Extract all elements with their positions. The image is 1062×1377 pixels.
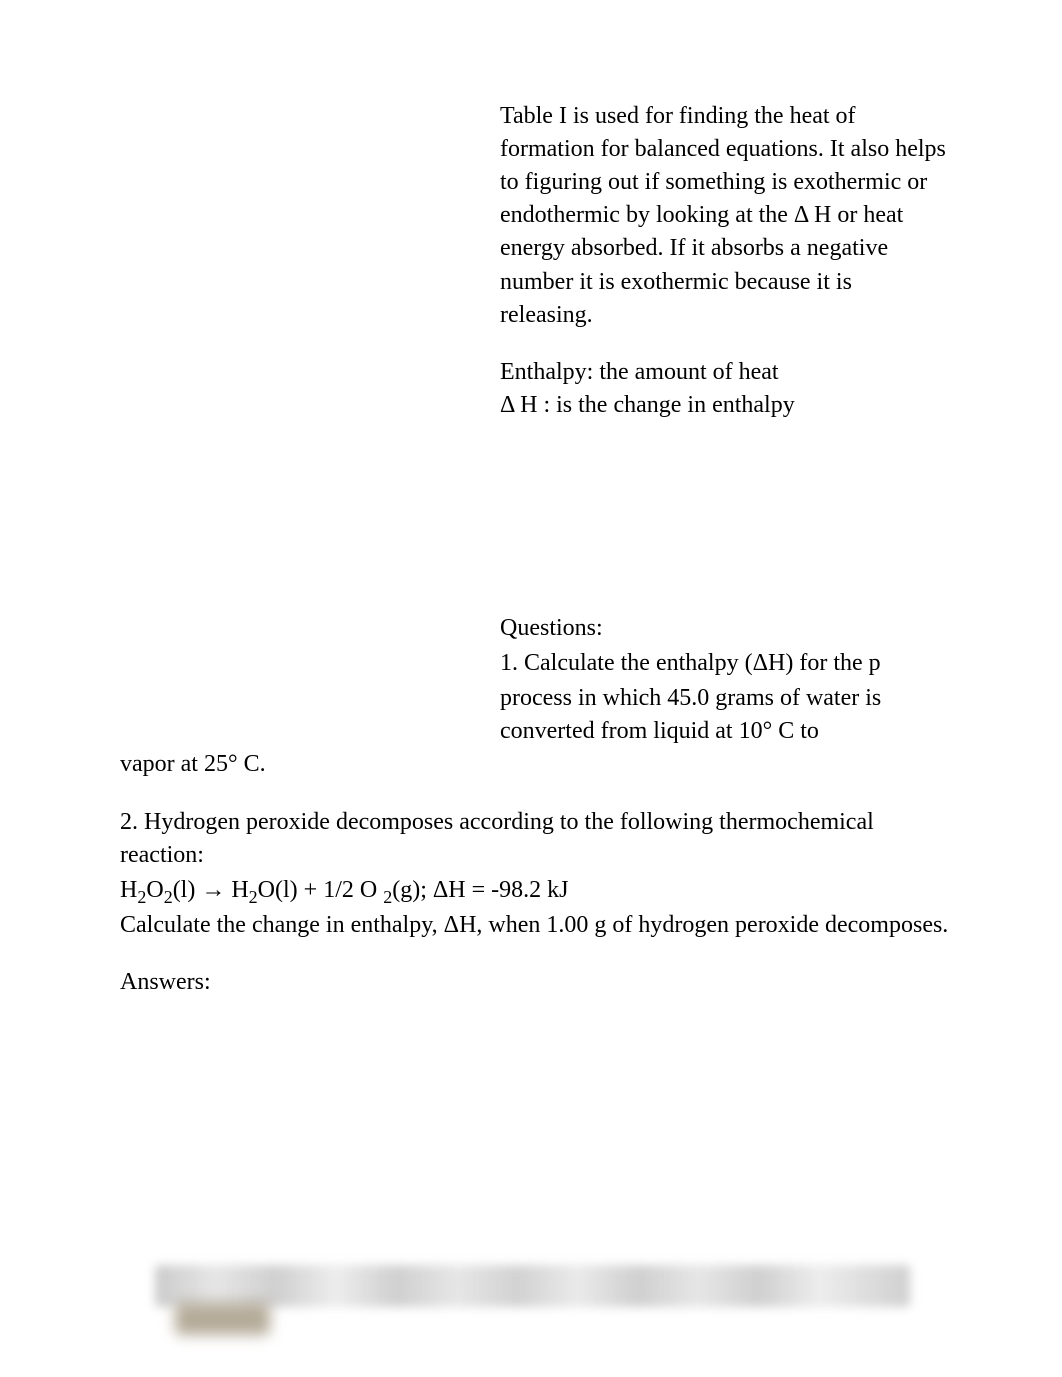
intro-block: Table I is used for finding the heat of …	[500, 100, 950, 422]
eq-o1: O	[146, 877, 163, 903]
eq-arrow-h: (l) → H	[173, 877, 249, 903]
question-1-part-c: vapor at 25° C.	[120, 748, 960, 781]
redacted-blur-bar	[155, 1265, 910, 1307]
delta-h-symbol: Δ	[500, 392, 514, 418]
question-1-part-b: process in which 45.0 grams of water is …	[500, 682, 950, 748]
question-1-part-a: 1. Calculate the enthalpy (ΔH) for the p	[500, 647, 950, 680]
eq-o2: O(l) + 1/2 O	[258, 877, 384, 903]
intro-paragraph-1: Table I is used for finding the heat of …	[500, 100, 950, 332]
redacted-blur-accent	[175, 1303, 270, 1335]
eq-sub-2c: 2	[249, 887, 258, 907]
questions-block-right: Questions: 1. Calculate the enthalpy (ΔH…	[500, 612, 950, 748]
question-2-part-c: Calculate the change in enthalpy, ΔH, wh…	[120, 909, 960, 942]
eq-h1: H	[120, 877, 137, 903]
intro-paragraph-2: Enthalpy: the amount of heat Δ H : is th…	[500, 356, 950, 422]
answers-heading: Answers:	[120, 966, 960, 999]
question-2-part-a: 2. Hydrogen peroxide decomposes accordin…	[120, 806, 960, 872]
questions-block-full: vapor at 25° C. 2. Hydrogen peroxide dec…	[120, 748, 960, 999]
eq-sub-2b: 2	[164, 887, 173, 907]
enthalpy-line-1: Enthalpy: the amount of heat	[500, 359, 779, 385]
eq-tail: (g); ΔH = -98.2 kJ	[392, 877, 568, 903]
eq-sub-2d: 2	[383, 887, 392, 907]
questions-heading: Questions:	[500, 612, 950, 645]
delta-h-definition: H : is the change in enthalpy	[514, 392, 795, 418]
eq-sub-2a: 2	[137, 887, 146, 907]
question-2-equation: H2O2(l) → H2O(l) + 1/2 O 2(g); ΔH = -98.…	[120, 874, 960, 907]
